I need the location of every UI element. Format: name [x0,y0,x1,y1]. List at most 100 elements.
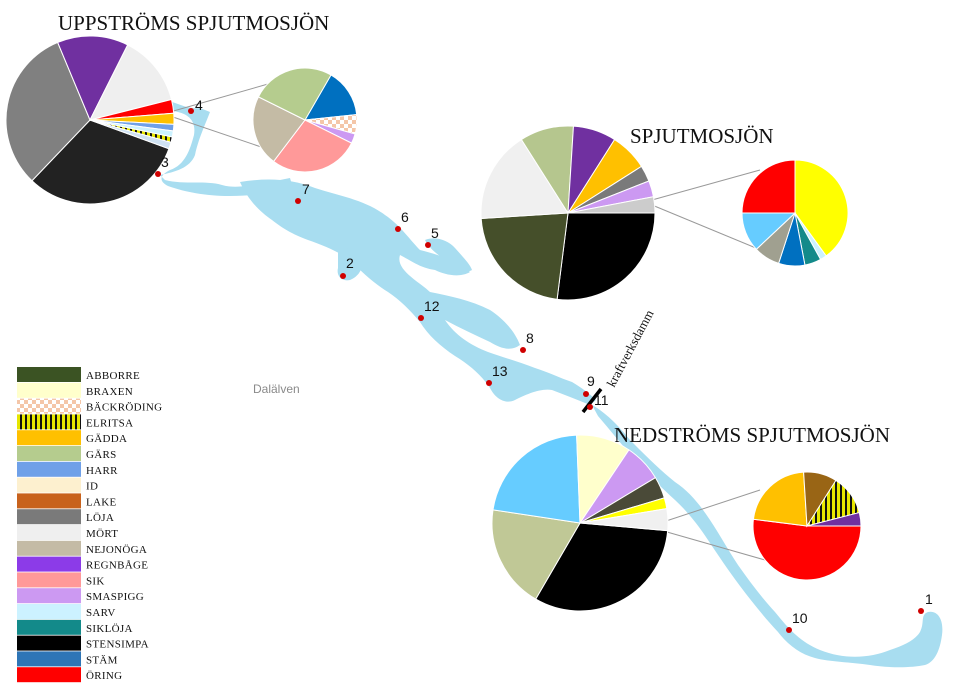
legend-label: SIKLÖJA [86,623,133,635]
upstream-title: UPPSTRÖMS SPJUTMOSJÖN [58,11,329,35]
site-1: 1 [918,591,933,614]
legend-item-siklöja: SIKLÖJA [17,619,133,635]
site-markers: 1 2 3 4 5 6 7 8 9 10 11 12 13 [155,97,933,633]
legend-label: STÄM [86,654,118,666]
legend-swatch [17,588,81,604]
legend-label: SARV [86,607,116,619]
legend-swatch [17,477,81,493]
pie-slice-stensimpa [31,119,170,205]
main-lake [240,179,596,405]
legend-swatch [17,414,81,430]
lake-island-arm [425,238,472,272]
legend-swatch [17,651,81,667]
legend-item-id: ID [17,477,98,493]
svg-text:1: 1 [925,591,933,607]
site-6: 6 [395,209,409,232]
pie-slice-mört [89,44,173,121]
legend-swatch [17,619,81,635]
pie-slice-other [579,508,669,532]
legend-label: SMASPIGG [86,591,144,603]
pie-upstream-detail [252,67,358,173]
legend-item-abborre: ABBORRE [17,367,140,382]
svg-text:7: 7 [302,181,310,197]
site-12: 12 [418,298,440,321]
legend-item-sarv: SARV [17,604,116,619]
dam-marker [581,387,603,414]
pie-slice-stensimpa [556,212,656,301]
legend-label: LÖJA [86,512,114,524]
legend-swatch [17,540,81,556]
site-9: 9 [583,373,595,397]
pie-lake-detail [741,159,849,267]
leader-lines [169,83,769,561]
legend-item-löja: LÖJA [17,509,114,525]
legend-label: BÄCKRÖDING [86,402,162,414]
river-name-label: Dalälven [253,382,300,396]
legend-item-mört: MÖRT [17,525,118,540]
svg-text:3: 3 [161,154,169,170]
pie-slice-mört [480,138,569,219]
lake-title: SPJUTMOSJÖN [630,124,774,148]
legend-swatch [17,509,81,525]
site-10: 10 [786,610,808,633]
legend-item-öring: ÖRING [17,667,122,683]
site-13: 13 [486,363,508,386]
species-legend: ABBORRE BRAXEN BÄCKRÖDING ELRITSA GÄDDA GÄRS H… [17,367,162,683]
svg-text:5: 5 [431,225,439,241]
legend-item-lake: LAKE [17,493,116,509]
downstream-river [592,405,943,668]
pie-slice-harr [741,212,797,250]
svg-text:4: 4 [195,97,203,113]
legend-label: BRAXEN [86,386,133,398]
legend-swatch [17,525,81,540]
legend-item-gädda: GÄDDA [17,430,127,446]
pie-slice-harr [492,434,581,524]
pie-slice-gädda [752,471,808,527]
legend-swatch [17,367,81,382]
site-5: 5 [425,225,439,248]
legend-label: GÄRS [86,449,117,461]
legend-swatch [17,398,81,414]
lake-west-arm [337,248,362,281]
pie-slice-sik [272,119,353,173]
site-8: 8 [520,330,534,353]
legend-swatch [17,572,81,588]
legend-item-stensimpa: STENSIMPA [17,635,149,651]
svg-text:2: 2 [346,255,354,271]
legend-label: GÄDDA [86,433,127,445]
pie-slice-löja [5,41,91,182]
pie-downstream-main [491,434,669,612]
svg-text:13: 13 [492,363,508,379]
legend-item-regnbåge: REGNBÅGE [17,556,148,572]
legend-label: MÖRT [86,528,118,540]
dam-label: kraftverksdamm [603,307,656,389]
legend-item-stäm: STÄM [17,651,118,667]
svg-text:9: 9 [587,373,595,389]
pie-lake-main [480,125,656,301]
legend-swatch [17,461,81,477]
site-2: 2 [340,255,354,279]
pie-slice-nejonöga [252,96,306,163]
site-4: 4 [188,97,203,114]
legend-item-gärs: GÄRS [17,446,117,461]
legend-item-harr: HARR [17,461,118,477]
pie-slice-other [567,196,656,214]
legend-item-elritsa: ELRITSA [17,414,133,430]
legend-label: ABBORRE [86,370,140,382]
legend-item-sik: SIK [17,572,104,588]
legend-swatch [17,430,81,446]
legend-label: ELRITSA [86,417,133,429]
legend-swatch [17,446,81,461]
site-11: 11 [587,392,609,410]
site-3: 3 [155,154,169,177]
svg-text:6: 6 [401,209,409,225]
pie-slice-öring [741,159,796,214]
pie-slice-stensimpa [535,522,669,612]
pie-slice-braxen [794,159,849,257]
pie-slice-öring [752,518,862,581]
legend-label: ÖRING [86,670,122,682]
svg-text:11: 11 [594,392,609,408]
legend-item-nejonöga: NEJONÖGA [17,540,147,556]
